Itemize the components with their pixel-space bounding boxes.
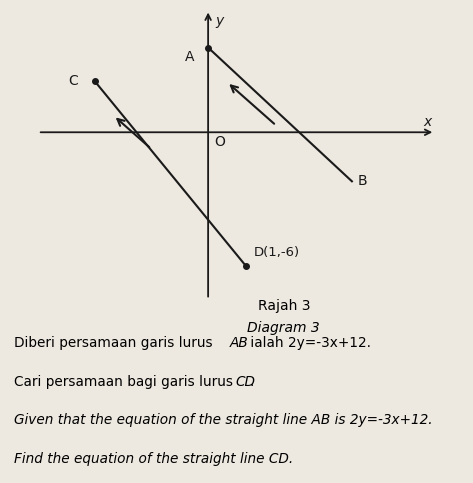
Text: .: .	[250, 375, 254, 389]
Text: ialah 2y=-3x+12.: ialah 2y=-3x+12.	[246, 336, 371, 350]
Text: AB: AB	[229, 336, 248, 350]
Text: O: O	[214, 135, 225, 149]
Text: x: x	[423, 114, 431, 128]
Text: Diberi persamaan garis lurus: Diberi persamaan garis lurus	[14, 336, 217, 350]
Text: C: C	[68, 74, 78, 88]
Text: A: A	[184, 50, 194, 64]
Text: Given that the equation of the straight line AB is 2y=-3x+12.: Given that the equation of the straight …	[14, 413, 433, 427]
Text: B: B	[358, 174, 367, 188]
Text: Cari persamaan bagi garis lurus: Cari persamaan bagi garis lurus	[14, 375, 237, 389]
Text: D(1,-6): D(1,-6)	[254, 246, 300, 259]
Text: Diagram 3: Diagram 3	[247, 321, 320, 335]
Text: y: y	[216, 14, 224, 28]
Text: Find the equation of the straight line CD.: Find the equation of the straight line C…	[14, 452, 293, 466]
Text: CD: CD	[236, 375, 255, 389]
Text: Rajah 3: Rajah 3	[258, 299, 310, 313]
